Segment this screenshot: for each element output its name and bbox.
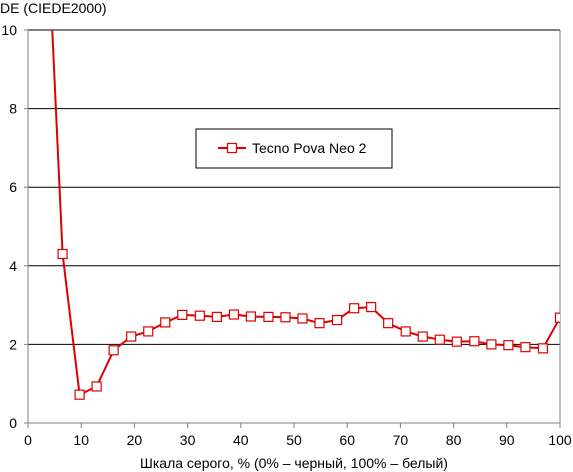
data-point [297,313,308,324]
y-tick-label: 2 [9,336,17,352]
series-layer [51,30,560,400]
data-point [91,381,102,392]
data-point [211,311,222,322]
data-point [400,326,411,337]
data-point [194,310,205,321]
x-tick-label: 80 [446,432,462,448]
data-point [537,343,549,354]
data-point [126,331,137,342]
data-point [280,312,291,323]
data-point [263,311,274,322]
x-tick-label: 90 [499,432,515,448]
data-point [160,317,171,328]
data-point [469,336,480,347]
grid [28,29,560,345]
x-tick-label: 50 [286,432,302,448]
legend-label: Tecno Pova Neo 2 [252,140,367,156]
x-tick-label: 100 [548,432,572,448]
x-tick-label: 60 [339,432,355,448]
data-point [520,342,531,353]
data-point [486,339,497,350]
data-point [177,309,188,321]
data-point [451,336,462,347]
data-point [57,248,68,260]
data-point [554,312,560,323]
series-line-0 [51,30,560,396]
data-point [366,301,377,313]
y-tick-label: 8 [9,101,17,117]
data-point [417,331,428,342]
data-point [314,318,325,329]
data-point [331,314,343,326]
y-tick-label: 4 [9,258,17,274]
y-tick-labels: 0 2 4 6 8 10 [1,22,17,431]
plot-frame [24,29,561,428]
data-point [108,345,119,356]
y-axis-title: DE (CIEDE2000) [0,0,107,16]
x-tick-label: 10 [73,432,89,448]
x-tick-label: 20 [127,432,143,448]
data-point [503,340,514,351]
y-tick-label: 6 [9,179,17,195]
data-point [383,318,394,329]
y-tick-label: 0 [9,415,17,431]
data-point [434,334,445,345]
data-point [74,389,85,400]
data-point [228,309,239,320]
data-point [349,303,360,314]
x-tick-label: 70 [393,432,409,448]
y-tick-label: 10 [1,22,17,38]
x-axis-title: Шкала серого, % (0% – черный, 100% – бел… [140,455,448,471]
x-tick-label: 30 [180,432,196,448]
x-tick-label: 40 [233,432,249,448]
data-point [143,326,154,337]
data-point [245,311,257,322]
legend: Tecno Pova Neo 2 [195,128,393,169]
x-tick-labels: 0 10 20 30 40 50 60 70 80 90 100 [24,432,572,448]
legend-marker [226,142,238,154]
x-tick-label: 0 [24,432,32,448]
